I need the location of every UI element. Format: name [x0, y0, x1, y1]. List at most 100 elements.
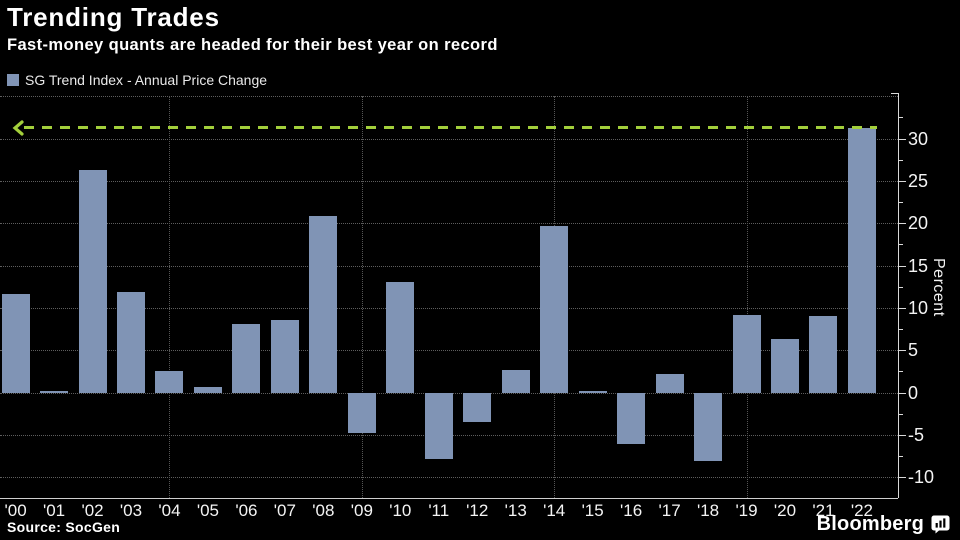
bar: [501, 369, 530, 393]
gridline-horizontal: [0, 477, 898, 479]
bar: [78, 169, 107, 393]
bloomberg-chart-bubble-icon: [931, 515, 950, 534]
gridline-vertical: [361, 96, 363, 498]
y-axis-minor-tick: [898, 117, 903, 119]
legend-swatch-icon: [7, 74, 19, 86]
y-axis-tick-label: 25: [908, 170, 929, 191]
y-axis-minor-tick: [898, 371, 903, 373]
x-axis-tick-label: '10: [389, 501, 412, 520]
x-axis-tick-label: '21: [812, 501, 835, 520]
legend: SG Trend Index - Annual Price Change: [7, 72, 267, 88]
x-axis-tick-label: '01: [42, 501, 66, 520]
record-reference-line: [24, 126, 877, 130]
x-axis-tick-label: '09: [350, 501, 373, 520]
gridline-horizontal: [0, 180, 898, 182]
y-axis-tick-label: 20: [908, 213, 929, 234]
y-axis-major-tick: [898, 392, 906, 394]
x-axis-tick-label: '15: [581, 501, 604, 520]
x-axis-tick-label: '17: [658, 501, 681, 520]
x-axis-tick-label: '20: [773, 501, 797, 520]
y-axis-tick-label: 5: [908, 340, 919, 361]
x-axis-tick-label: '07: [273, 501, 296, 520]
y-axis-cap: [891, 93, 898, 94]
y-axis-tick-label: 15: [908, 255, 929, 276]
page-subtitle: Fast-money quants are headed for their b…: [7, 36, 498, 54]
y-axis-major-tick: [898, 307, 906, 309]
bar: [347, 392, 376, 434]
bar: [578, 390, 607, 393]
x-axis-tick-label: '12: [466, 501, 489, 520]
gridline-horizontal: [0, 223, 898, 225]
bar: [270, 319, 299, 393]
x-axis-tick-label: '06: [235, 501, 258, 520]
page-title: Trending Trades: [7, 2, 220, 32]
y-axis-major-tick: [898, 477, 906, 479]
x-axis-tick-label: '18: [696, 501, 720, 520]
bloomberg-wordmark: Bloomberg: [816, 513, 924, 535]
bar: [232, 324, 261, 393]
gridline-vertical: [746, 96, 748, 498]
y-axis-minor-tick: [898, 456, 903, 458]
y-axis-tick-label: -10: [908, 467, 935, 488]
bar: [424, 392, 453, 460]
bar: [463, 392, 492, 423]
y-axis-minor-tick: [898, 159, 903, 161]
bar: [309, 215, 338, 393]
y-axis-major-tick: [898, 434, 906, 436]
bar: [809, 316, 838, 393]
gridline-horizontal: [0, 307, 898, 309]
y-axis-minor-tick: [898, 202, 903, 204]
x-axis-line: [0, 498, 898, 499]
bar: [847, 127, 876, 393]
left-arrow-icon: [11, 120, 26, 141]
bar: [1, 293, 30, 393]
y-axis-tick-label: -5: [908, 424, 925, 445]
gridline-horizontal: [0, 265, 898, 267]
y-axis-tick-label: 0: [908, 382, 919, 403]
y-axis-minor-tick: [898, 244, 903, 246]
x-axis-tick-label: '22: [850, 501, 874, 520]
y-axis-tick-label: 10: [908, 297, 929, 318]
y-axis-line: [898, 93, 899, 498]
x-axis-tick-label: '19: [735, 501, 758, 520]
y-axis-minor-tick: [898, 413, 903, 415]
gridline-vertical: [169, 96, 171, 498]
bar: [386, 281, 415, 393]
x-axis-tick-label: '14: [543, 501, 566, 520]
x-axis-tick-label: '08: [312, 501, 335, 520]
y-axis-minor-tick: [898, 329, 903, 331]
x-axis-tick-label: '00: [4, 501, 27, 520]
bar: [732, 314, 761, 393]
gridline-horizontal: [0, 96, 898, 98]
x-axis-tick-label: '03: [119, 501, 143, 520]
bar: [40, 390, 69, 393]
gridline-horizontal: [0, 350, 898, 352]
y-axis-title: Percent: [930, 258, 947, 317]
bar: [117, 291, 145, 393]
x-axis-tick-label: '05: [196, 501, 220, 520]
bar: [193, 386, 222, 393]
bar: [540, 225, 569, 393]
x-axis-tick-label: '11: [428, 501, 450, 520]
bar: [655, 373, 684, 393]
y-axis-major-tick: [898, 138, 906, 140]
bloomberg-logo: Bloomberg: [817, 513, 950, 536]
x-axis-tick-label: '02: [81, 501, 104, 520]
y-axis-major-tick: [898, 180, 906, 182]
x-axis-tick-label: '04: [158, 501, 181, 520]
y-axis-major-tick: [898, 265, 906, 267]
source-text: Source: SocGen: [7, 519, 121, 535]
y-axis-minor-tick: [898, 286, 903, 288]
bar: [771, 339, 799, 393]
y-axis-major-tick: [898, 350, 906, 352]
y-axis-tick-label: 30: [908, 128, 929, 149]
bar: [617, 392, 646, 445]
bar: [694, 392, 723, 462]
x-axis-tick-label: '13: [504, 501, 527, 520]
bar: [155, 370, 184, 393]
x-axis-tick-label: '16: [620, 501, 643, 520]
y-axis-major-tick: [898, 223, 906, 225]
gridline-horizontal: [0, 138, 898, 140]
